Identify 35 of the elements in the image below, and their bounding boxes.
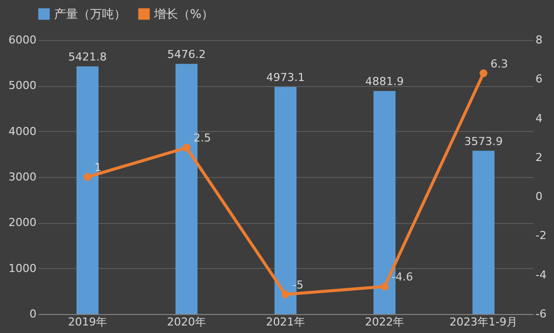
x-tick-label: 2020年 [167,316,206,328]
data-label: 6.3 [490,57,508,70]
y-tick-label: 2000 [8,216,36,230]
x-tick-label: 2021年 [266,316,305,328]
y2-tick-label: 0 [536,190,542,204]
y2-tick-label: 8 [536,34,542,46]
y-tick-label: 5000 [8,79,36,92]
x-tick-label: 2019年 [68,316,107,328]
y2-tick-label: -2 [536,229,546,242]
y2-tick-label: 6 [536,72,542,86]
point [84,173,92,181]
y2-tick-label: -6 [536,308,546,320]
y2-tick-label: 2 [536,150,542,164]
data-label: 5421.8 [68,50,107,64]
point [380,282,388,290]
y-tick-label: 4000 [8,124,36,138]
legend-label: 产量（万吨） [54,7,126,21]
data-label: 4881.9 [365,75,404,88]
point [480,69,488,78]
y-tick-label: 6000 [8,34,36,46]
x-tick-label: 2022年 [365,316,404,328]
x-tick-label: 2023年1-9月 [450,316,518,328]
data-label: 3573.9 [464,134,503,148]
y-tick-label: 1000 [8,262,36,275]
point [282,290,290,298]
point [182,144,190,152]
y-tick-label: 0 [30,308,36,320]
bar [76,66,98,314]
data-label: 5476.2 [167,48,206,61]
y2-tick-label: -4 [536,268,546,282]
legend-label: 增长（%） [153,7,214,21]
bar [472,150,494,314]
y2-tick-label: 4 [536,112,542,125]
data-label: 4973.1 [266,70,305,84]
y-tick-label: 3000 [8,170,36,184]
